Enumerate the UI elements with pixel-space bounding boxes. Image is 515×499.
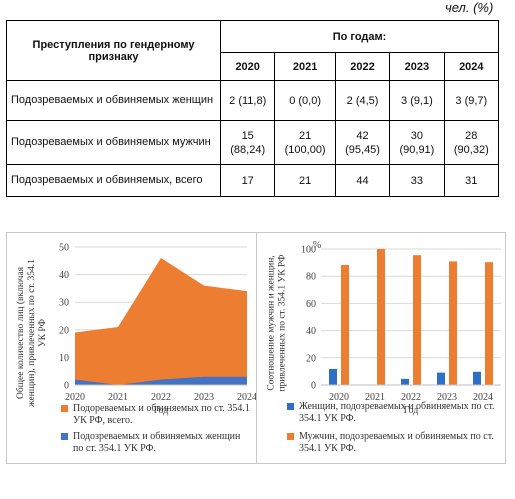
bar-women <box>437 372 445 385</box>
table-header-label: Преступления по гендерному признаку <box>6 20 221 81</box>
table-cell: 0 (0,0) <box>274 80 336 121</box>
y-tick-label: 60 <box>306 299 316 310</box>
y-tick-label: 80 <box>306 272 316 283</box>
legend-item: Женщин, подозреваемых и обвиняемых по ст… <box>287 401 501 425</box>
bar-women <box>401 378 409 385</box>
table-row: Подозреваемых и обвиняемых, всего 17 21 … <box>6 164 500 197</box>
table-cell: 42 (95,45) <box>334 120 391 165</box>
y-axis-title: женщин), привлеченных по ст. 354.1 <box>26 259 37 408</box>
year-header: 2022 <box>334 52 391 81</box>
x-tick-label: 2023 <box>437 392 457 403</box>
table-header-years-label: По годам: <box>220 20 499 53</box>
table-cell: 28 (90,32) <box>443 120 500 165</box>
year-header: 2021 <box>274 52 336 81</box>
y-tick-label: 0 <box>311 381 316 392</box>
legend-item: Подореваемых и обвиняемых по ст. 354.1 У… <box>61 403 251 427</box>
x-axis-title: Год <box>404 405 419 416</box>
bar-chart-panel: 0 20 40 60 80 100% 2020 2021 2022 2023 2024 Год Соот… <box>256 232 506 464</box>
bar-men <box>413 255 421 385</box>
y-tick-label: 30 <box>59 298 69 309</box>
legend-swatch <box>61 405 68 412</box>
table-cell: 3 (9,1) <box>389 80 445 121</box>
y-unit-label: % <box>313 240 321 251</box>
row-label: Подозреваемых и обвиняемых, всего <box>6 164 221 197</box>
bar-men <box>485 262 493 385</box>
x-tick-label: 2024 <box>237 392 257 403</box>
area-series-2 <box>75 376 247 385</box>
bar-men <box>377 249 385 385</box>
x-tick-label: 2022 <box>401 392 421 403</box>
y-tick-label: 10 <box>59 353 69 364</box>
x-axis-title: Год <box>154 405 169 416</box>
x-tick-label: 2022 <box>151 392 171 403</box>
bar-men <box>341 264 349 385</box>
table-row: Подозреваемых и обвиняемых мужчин 15 (88… <box>6 120 500 165</box>
x-tick-label: 2020 <box>329 392 349 403</box>
row-label: Подозреваемых и обвиняемых женщин <box>6 80 221 121</box>
bar-women <box>473 371 481 385</box>
year-header: 2024 <box>443 52 500 81</box>
table-header-row-1: Преступления по гендерному признаку По г… <box>6 20 499 81</box>
legend-label: Мужчин, подозреваемых и обвиняемых по ст… <box>299 431 494 454</box>
y-tick-label: 50 <box>59 243 69 254</box>
area-chart: 0 10 20 30 40 50 2020 2021 2022 2023 2024 Год Общее … <box>15 243 257 417</box>
table-cell: 44 <box>334 164 391 197</box>
legend-item: Подозреваемых и обвиняемых женщин по ст.… <box>61 431 251 455</box>
legend-label: Подореваемых и обвиняемых по ст. 354.1 У… <box>73 403 250 426</box>
x-tick-label: 2021 <box>108 392 128 403</box>
y-tick-label: 0 <box>64 381 69 392</box>
table-cell: 21 (100,00) <box>274 120 336 165</box>
legend-label: Женщин, подозреваемых и обвиняемых по ст… <box>299 401 495 424</box>
y-axis-title: Соотношение мужчин и женщин, <box>267 255 277 390</box>
x-tick-label: 2020 <box>65 392 85 403</box>
table-cell: 17 <box>219 164 276 197</box>
y-tick-label: 100 <box>301 245 316 256</box>
table-cell: 33 <box>389 164 445 197</box>
y-tick-label: 40 <box>306 326 316 337</box>
bar-men <box>449 261 457 385</box>
y-tick-label: 20 <box>59 325 69 336</box>
legend-swatch <box>61 433 68 440</box>
area-chart-panel: 0 10 20 30 40 50 2020 2021 2022 2023 2024 Год Общее … <box>6 232 258 464</box>
table-cell: 15 (88,24) <box>219 120 276 165</box>
y-axis-title: Общее количество лиц (включая <box>15 266 26 399</box>
unit-label: чел. (%) <box>445 0 494 15</box>
bar-chart: 0 20 40 60 80 100% 2020 2021 2022 2023 2024 Год Соот… <box>267 240 501 416</box>
gender-crime-table: Преступления по гендерному признаку По г… <box>6 20 500 197</box>
table-cell: 2 (4,5) <box>334 80 391 121</box>
y-tick-label: 20 <box>306 353 316 364</box>
legend-label: Подозреваемых и обвиняемых женщин по ст.… <box>73 431 241 454</box>
year-header: 2020 <box>219 52 276 81</box>
row-label: Подозреваемых и обвиняемых мужчин <box>6 120 221 165</box>
y-axis-title: привлеченных по ст. 354.1 УК РФ <box>278 254 288 392</box>
y-tick-label: 40 <box>59 270 69 281</box>
table-header-row-2: 2020 2021 2022 2023 2024 <box>7 52 500 81</box>
bar-chart-legend: Женщин, подозреваемых и обвиняемых по ст… <box>287 401 501 459</box>
legend-swatch <box>287 433 294 440</box>
x-tick-label: 2023 <box>194 392 214 403</box>
table-cell: 30 (90,91) <box>389 120 445 165</box>
y-axis-title: УК РФ <box>38 318 48 347</box>
year-header: 2023 <box>389 52 445 81</box>
legend-item: Мужчин, подозреваемых и обвиняемых по ст… <box>287 431 501 455</box>
table-row: Подозреваемых и обвиняемых женщин 2 (11,… <box>6 80 500 121</box>
table-cell: 3 (9,7) <box>443 80 500 121</box>
table-cell: 31 <box>443 164 500 197</box>
area-series-1 <box>75 258 247 385</box>
bar-women <box>329 368 337 385</box>
table-cell: 21 <box>274 164 336 197</box>
legend-swatch <box>287 403 294 410</box>
table-cell: 2 (11,8) <box>219 80 276 121</box>
x-tick-label: 2021 <box>365 392 385 403</box>
area-chart-legend: Подореваемых и обвиняемых по ст. 354.1 У… <box>61 403 251 459</box>
x-tick-label: 2024 <box>473 392 493 403</box>
